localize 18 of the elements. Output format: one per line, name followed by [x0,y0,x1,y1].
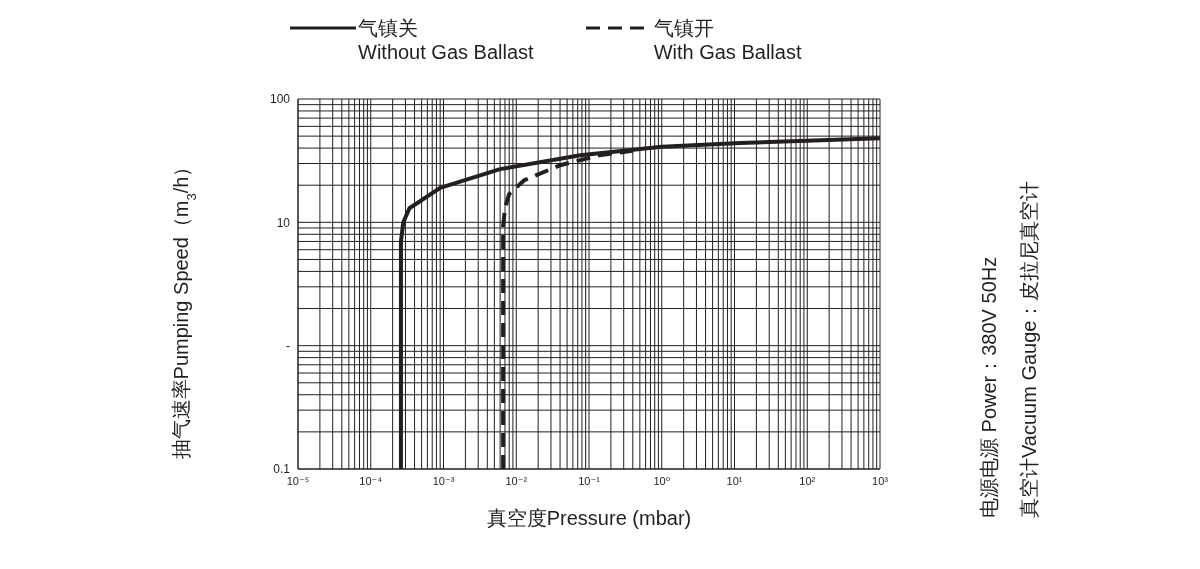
x-tick-label: 10⁻¹ [578,474,601,487]
x-tick-label: 10⁻³ [432,474,455,487]
y-tick-label: - [286,338,290,353]
x-tick-label: 10³ [872,474,889,487]
x-tick-label: 10⁰ [653,474,671,487]
y-tick-label: 0.1 [273,462,291,477]
x-axis-title: 真空度Pressure (mbar) [486,507,692,529]
x-tick-label: 10⁻⁴ [359,474,383,487]
x-tick-label: 10⁻² [505,474,528,487]
x-tick-label: 10⁻⁵ [286,474,310,487]
legend-label: 气镇关 Without Gas Ballast [358,16,534,64]
y-tick-label: 100 [269,92,291,107]
x-tick-label: 10² [799,474,816,487]
y-tick-label: 10 [276,215,291,230]
legend-label: 气镇开 With Gas Ballast [653,16,802,64]
x-tick-label: 10¹ [726,474,743,487]
text: 真空计Vacuum Gauge：皮拉尼真空计 [1018,180,1040,518]
text: 电源电源 Power：380V 50Hz [978,256,1000,518]
